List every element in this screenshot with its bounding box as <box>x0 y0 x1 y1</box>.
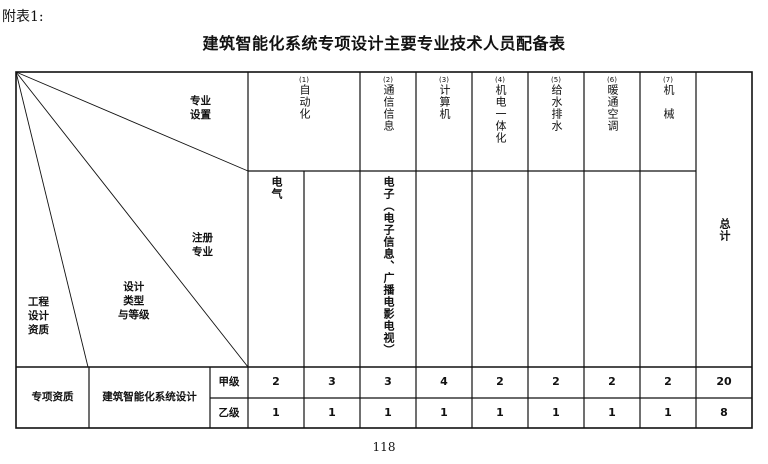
cell: 1 <box>608 406 616 419</box>
annex-label: 附表1: <box>2 9 44 25</box>
cell: 3 <box>328 375 336 388</box>
cell-total: 8 <box>720 406 728 419</box>
cell: 2 <box>664 375 672 388</box>
column-header-3: (3) 计算机 <box>438 76 451 120</box>
corner-label-major-setting: 专业 设置 <box>190 95 211 121</box>
registered-electronic: 电子（电子信息、广播电影电视） <box>382 176 395 356</box>
row-design-label: 建筑智能化系统设计 <box>102 391 197 403</box>
row-qualification-label: 专项资质 <box>31 391 74 403</box>
cell: 1 <box>440 406 448 419</box>
corner-label-registered-major: 注册 专业 <box>192 232 213 258</box>
column-header-4: (4) 机电一体化 <box>494 76 507 144</box>
column-header-1: (1) 自动化 <box>298 76 311 120</box>
cell: 1 <box>496 406 504 419</box>
cell: 2 <box>496 375 504 388</box>
cell: 1 <box>384 406 392 419</box>
cell: 2 <box>272 375 280 388</box>
cell: 1 <box>664 406 672 419</box>
cell: 1 <box>328 406 336 419</box>
grade-a-label: 甲级 <box>218 376 240 388</box>
total-header: 总计 <box>718 218 731 242</box>
registered-electrical: 电气 <box>270 176 283 200</box>
column-header-6: (6) 暖通空调 <box>606 76 619 132</box>
cell: 1 <box>272 406 280 419</box>
cell: 3 <box>384 375 392 388</box>
cell-total: 20 <box>716 375 732 388</box>
column-header-5: (5) 给水排水 <box>550 76 563 132</box>
cell: 2 <box>608 375 616 388</box>
corner-label-design-type: 设计 类型 与等级 <box>118 281 150 321</box>
grade-b-label: 乙级 <box>218 407 240 419</box>
cell: 4 <box>440 375 448 388</box>
page-title: 建筑智能化系统专项设计主要专业技术人员配备表 <box>202 34 566 53</box>
cell: 2 <box>552 375 560 388</box>
column-header-2: (2) 通信信息 <box>382 76 395 132</box>
page-number: 118 <box>372 440 396 454</box>
corner-label-qualification: 工程 设计 资质 <box>28 296 49 336</box>
column-header-7: (7) 机 械 <box>662 76 675 120</box>
cell: 1 <box>552 406 560 419</box>
